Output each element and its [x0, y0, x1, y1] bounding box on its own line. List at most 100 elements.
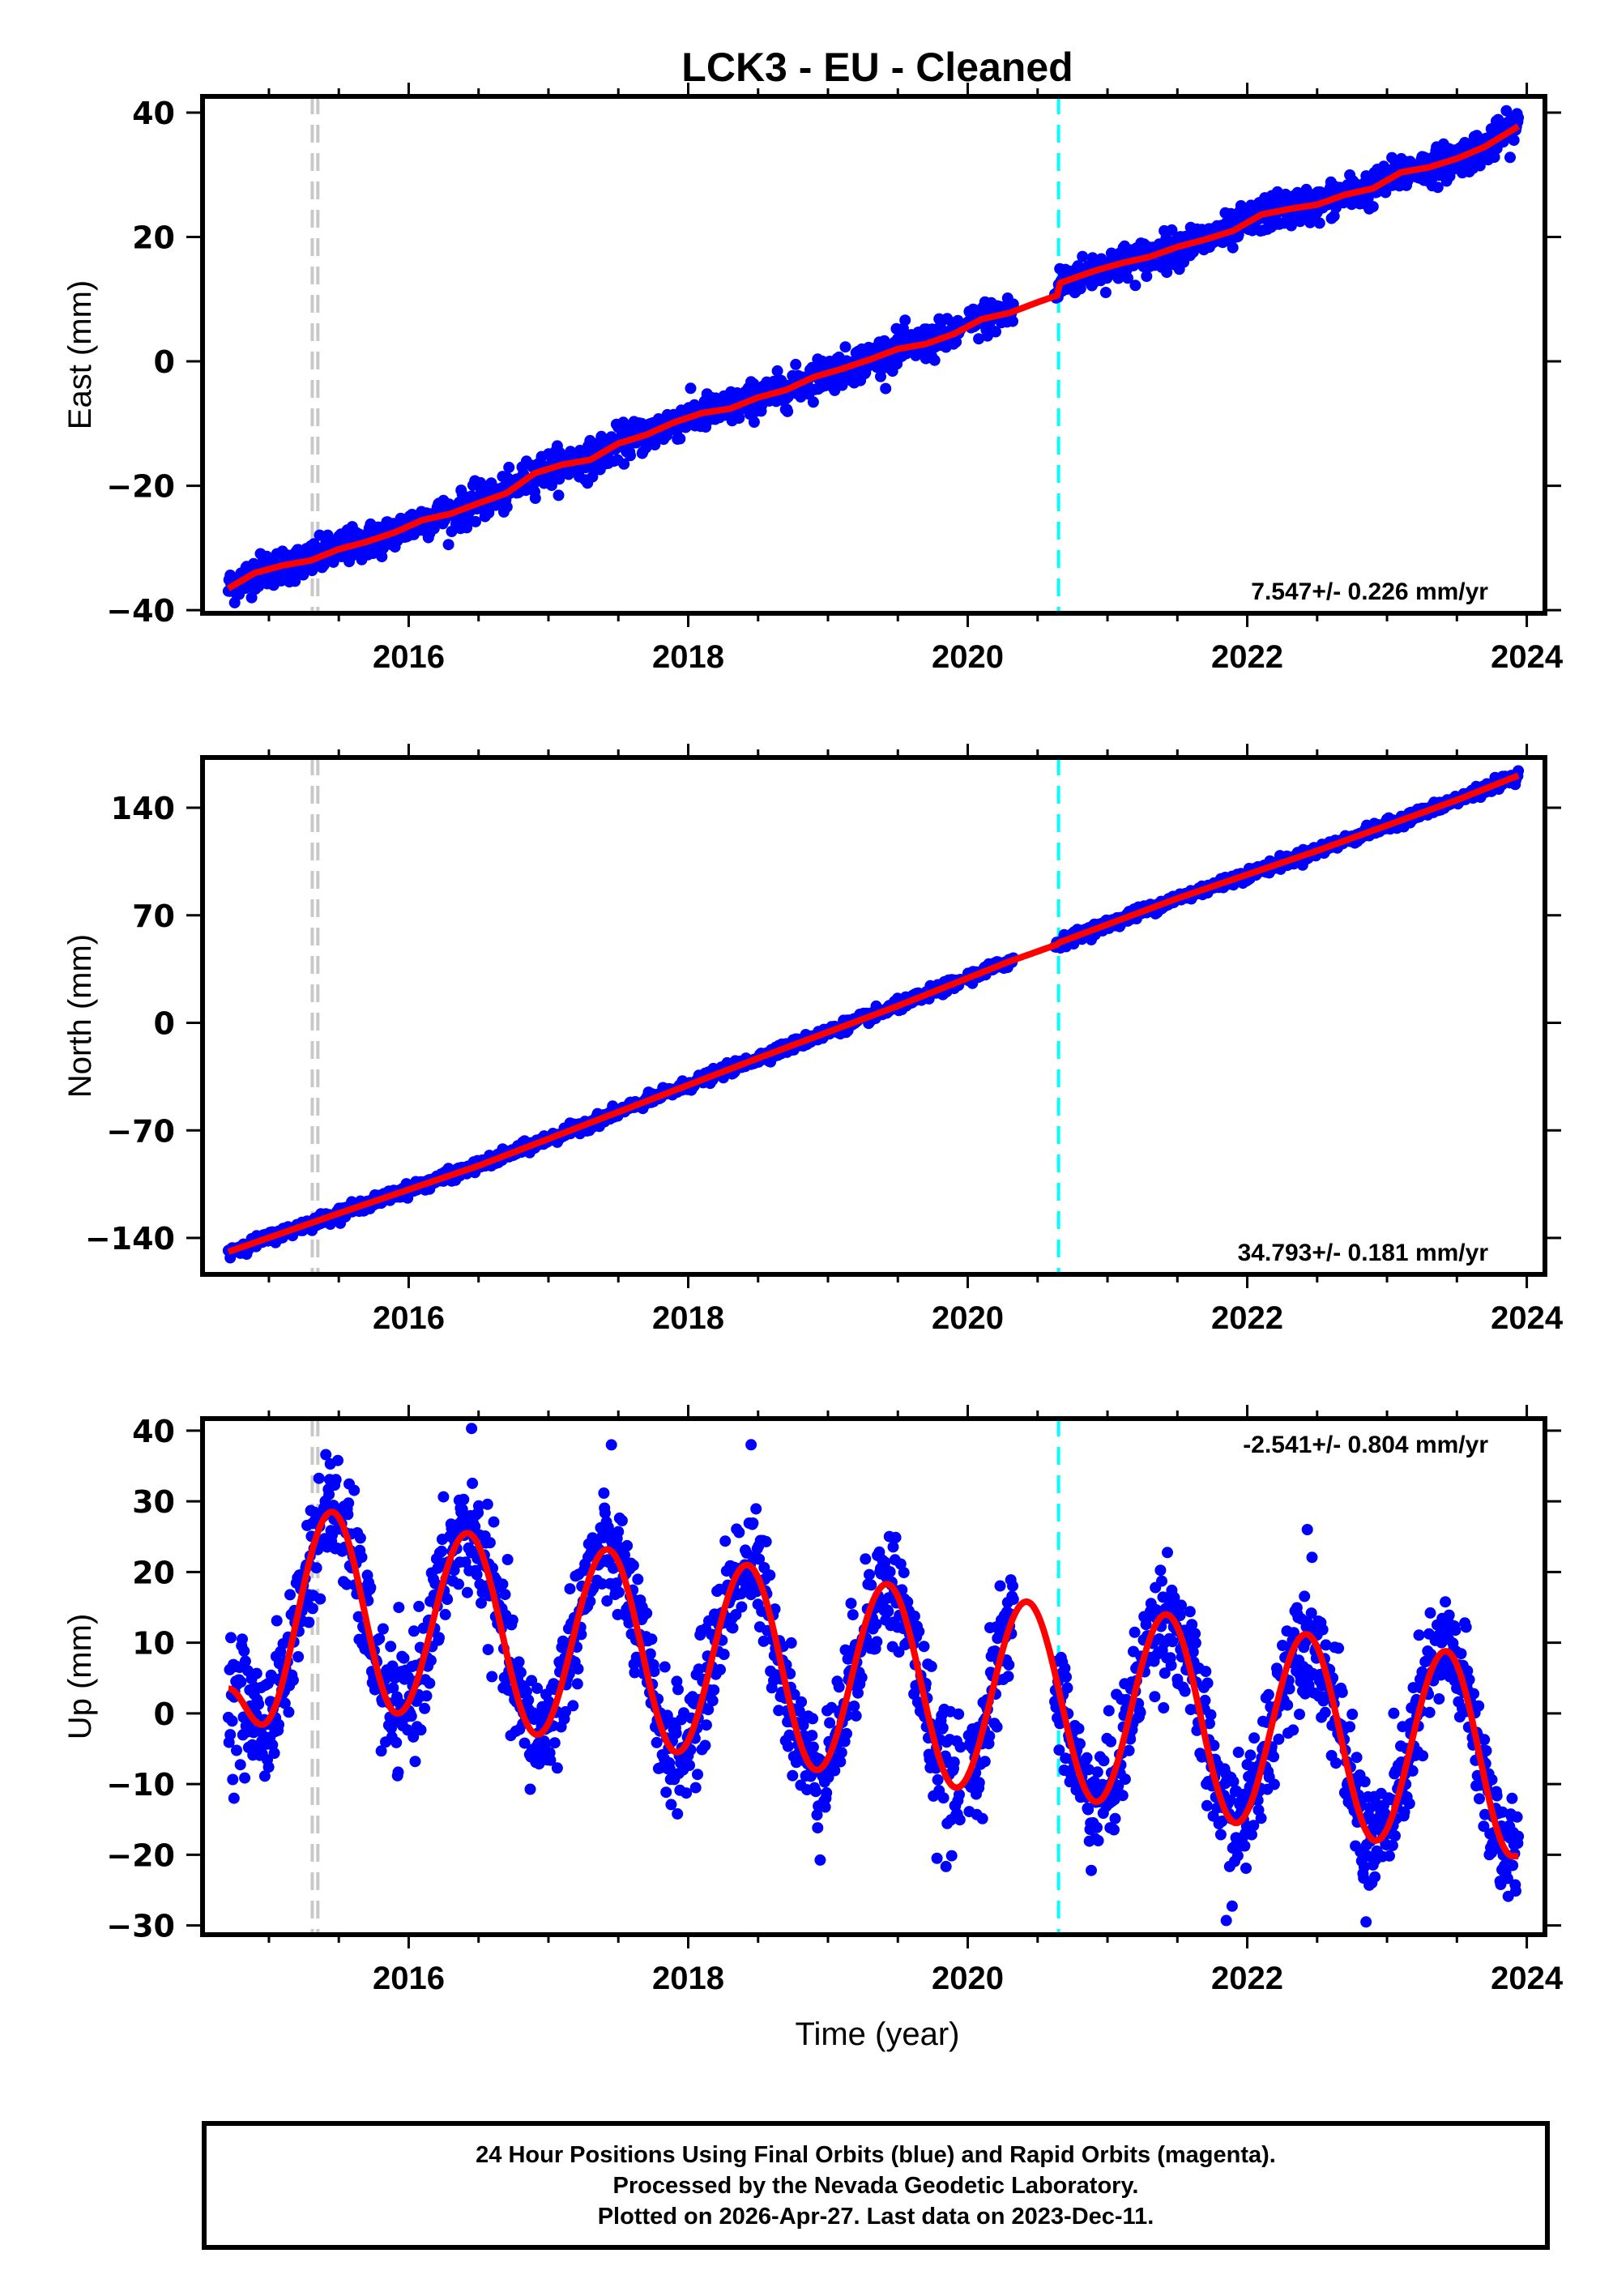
data-point	[1432, 181, 1444, 194]
data-point	[373, 1632, 386, 1645]
data-point	[1508, 134, 1520, 146]
data-point	[501, 501, 513, 513]
data-point	[340, 1578, 352, 1590]
x-tick-label: 2020	[932, 639, 1004, 675]
data-point	[1122, 272, 1133, 284]
data-point	[1328, 210, 1340, 222]
data-point	[472, 1500, 484, 1512]
data-point	[1367, 201, 1379, 213]
data-point	[644, 1648, 656, 1660]
data-point	[598, 1487, 610, 1499]
data-point	[1112, 272, 1124, 284]
data-point	[747, 1517, 759, 1529]
data-point	[413, 1600, 425, 1612]
data-point	[1129, 280, 1141, 292]
east-frame	[200, 94, 1547, 616]
x-tick-label: 2016	[373, 639, 445, 675]
data-point	[684, 1760, 695, 1771]
data-point	[503, 461, 515, 473]
data-point	[488, 1516, 500, 1528]
data-point	[398, 1652, 410, 1664]
data-point	[377, 1623, 389, 1635]
data-point	[228, 596, 241, 608]
data-point	[245, 591, 258, 604]
data-point	[348, 1484, 361, 1496]
data-point	[699, 1739, 711, 1752]
data-point	[376, 551, 388, 563]
north-model-line	[226, 772, 1521, 1255]
data-point	[354, 1532, 366, 1544]
data-point	[750, 1503, 762, 1515]
x-tick-label: 2022	[1211, 1300, 1283, 1336]
data-point	[425, 1654, 437, 1667]
data-point	[706, 1695, 719, 1707]
data-point	[564, 1583, 576, 1595]
x-tick-label: 2020	[932, 1300, 1004, 1336]
data-point	[572, 1662, 584, 1675]
data-point	[279, 1697, 291, 1709]
data-point	[486, 1671, 498, 1683]
data-point	[646, 1633, 658, 1645]
data-point	[262, 1761, 275, 1773]
data-point	[629, 1667, 641, 1679]
data-point	[237, 1633, 248, 1645]
data-point	[649, 439, 661, 450]
y-tick-label: 0	[154, 1006, 175, 1042]
data-point	[718, 1649, 730, 1660]
data-point	[253, 1698, 265, 1710]
y-tick-label: −140	[85, 1221, 175, 1257]
data-point	[880, 382, 892, 395]
y-tick-label: −40	[106, 593, 175, 629]
data-point	[408, 1625, 420, 1637]
data-point	[227, 1773, 239, 1786]
data-point	[239, 1772, 251, 1784]
data-point	[836, 379, 848, 391]
data-point	[420, 1690, 433, 1702]
data-point	[268, 1748, 280, 1759]
data-point	[303, 1616, 315, 1628]
x-tick-label: 2024	[1491, 1300, 1564, 1336]
data-point	[408, 1731, 420, 1743]
data-point	[719, 1535, 732, 1547]
y-tick-label: 70	[132, 898, 175, 934]
data-point	[284, 1589, 296, 1601]
east-y-axis-label: East (mm)	[62, 280, 98, 429]
data-point	[599, 1507, 611, 1519]
data-point	[393, 1602, 405, 1614]
data-point	[453, 1578, 464, 1590]
data-point	[415, 1724, 427, 1736]
data-point	[771, 365, 783, 377]
y-tick-label: 40	[132, 96, 175, 131]
data-point	[544, 1754, 557, 1766]
chart-title: LCK3 - EU - Cleaned	[681, 45, 1073, 90]
data-point	[461, 1586, 473, 1598]
data-point	[670, 1727, 682, 1739]
data-point	[733, 1526, 745, 1538]
data-point	[392, 1766, 404, 1778]
data-point	[297, 569, 309, 581]
data-point	[419, 1702, 431, 1714]
data-point	[250, 1667, 262, 1679]
data-point	[481, 1498, 493, 1510]
y-tick-label: 140	[111, 791, 175, 826]
data-point	[1077, 250, 1089, 262]
data-point	[748, 416, 760, 428]
data-point	[433, 1632, 445, 1644]
data-point	[601, 1595, 613, 1607]
data-point	[437, 1491, 450, 1503]
y-tick-label: 0	[154, 344, 175, 380]
data-point	[513, 1656, 525, 1668]
data-point	[733, 412, 745, 425]
data-point	[625, 450, 636, 462]
data-point	[664, 1763, 676, 1775]
data-point	[584, 1595, 596, 1607]
data-point	[531, 1682, 544, 1694]
data-point	[672, 1684, 684, 1696]
data-point	[674, 433, 686, 445]
data-point	[390, 1736, 403, 1748]
data-point	[551, 1762, 563, 1774]
data-point	[476, 1597, 487, 1609]
data-point	[273, 1718, 284, 1731]
